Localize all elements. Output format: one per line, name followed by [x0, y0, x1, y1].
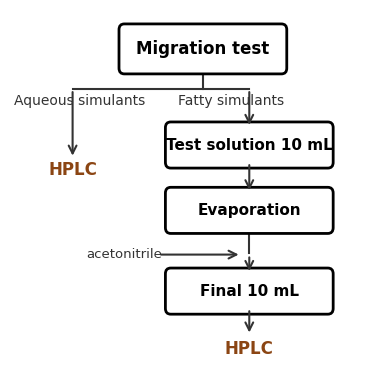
FancyBboxPatch shape [119, 24, 287, 74]
Text: HPLC: HPLC [225, 340, 274, 358]
Text: Aqueous simulants: Aqueous simulants [14, 94, 146, 108]
Text: acetonitrile: acetonitrile [86, 248, 162, 261]
Text: Evaporation: Evaporation [198, 203, 301, 218]
Text: Final 10 mL: Final 10 mL [200, 284, 299, 299]
Text: Migration test: Migration test [136, 40, 270, 58]
FancyBboxPatch shape [166, 122, 333, 168]
FancyBboxPatch shape [166, 187, 333, 234]
Text: HPLC: HPLC [48, 161, 97, 179]
FancyBboxPatch shape [166, 268, 333, 314]
Text: Fatty simulants: Fatty simulants [178, 94, 285, 108]
Text: Test solution 10 mL: Test solution 10 mL [166, 138, 333, 152]
